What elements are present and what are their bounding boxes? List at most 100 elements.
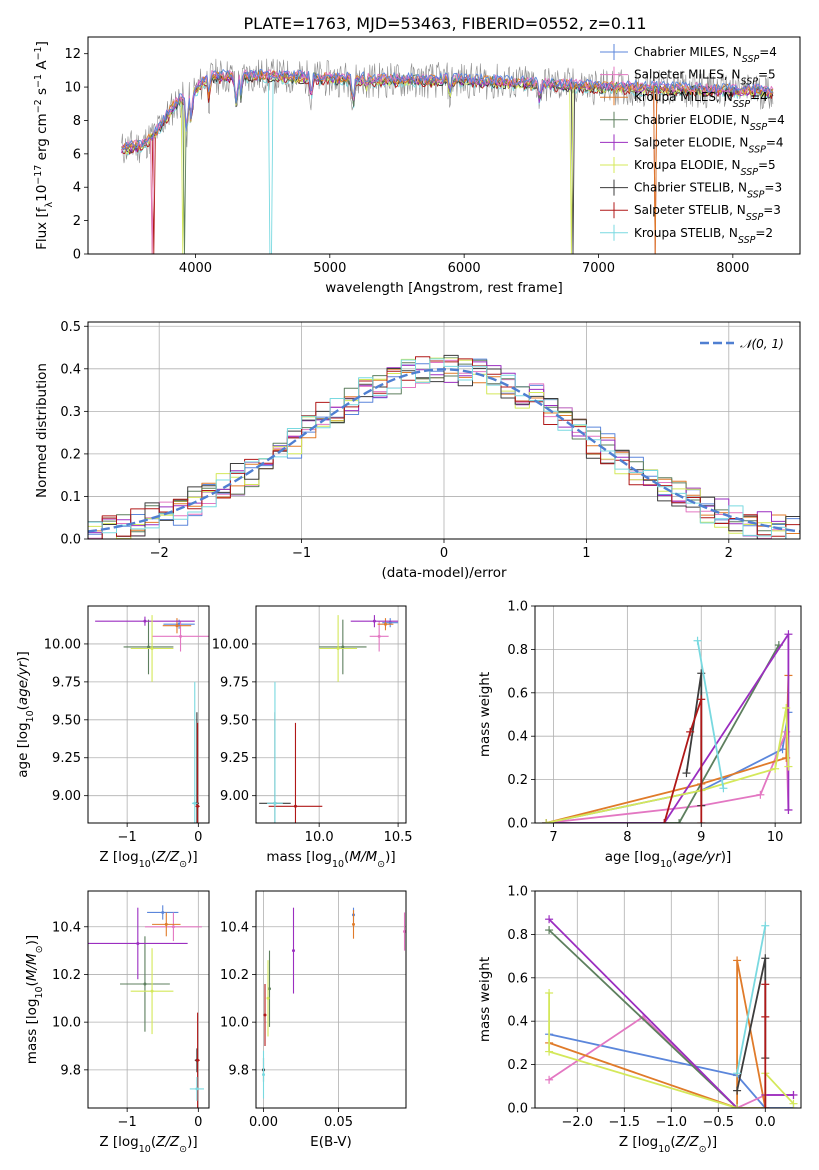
observed-spectrum xyxy=(121,58,774,164)
y-tick-label: 1.0 xyxy=(507,600,528,615)
error-bar-point xyxy=(273,801,277,805)
x-tick-label: 5000 xyxy=(313,261,346,276)
x-tick-label: 0.05 xyxy=(324,1115,353,1130)
weight-series-line xyxy=(696,640,725,789)
label-part: 10 xyxy=(660,859,672,870)
label-part: SSP xyxy=(747,189,765,200)
error-bar-point xyxy=(136,941,140,945)
histogram-legend: 𝒩(0, 1) xyxy=(700,337,784,351)
y-tick-label: 1.0 xyxy=(507,885,528,900)
y-tick-label: 4 xyxy=(73,181,81,196)
label-part: λ xyxy=(44,202,55,208)
label-part: (data-model)/error xyxy=(381,565,507,581)
label-part: 10 xyxy=(139,1144,151,1155)
error-bar-point xyxy=(196,1058,200,1062)
x-axis-label: Z [log10(Z/Z⊙)] xyxy=(99,1134,197,1155)
x-tick-label: −1 xyxy=(292,546,311,561)
x-tick-label: 6000 xyxy=(448,261,481,276)
label-part: =5 xyxy=(758,158,776,172)
label-part: mass [log xyxy=(266,849,332,865)
label-part: mass [log xyxy=(24,999,40,1065)
label-part: =5 xyxy=(758,68,776,82)
label-part: 10 xyxy=(34,185,50,202)
label-part: N xyxy=(733,45,742,59)
error-bar-point xyxy=(352,922,355,926)
label-part: ] xyxy=(34,41,50,46)
label-part: N xyxy=(739,135,748,149)
error-bar-point xyxy=(171,925,175,929)
x-tick-label: −2.0 xyxy=(562,1115,594,1130)
y-tick-label: 0.0 xyxy=(60,533,81,548)
label-part: mass weight xyxy=(477,957,493,1042)
y-tick-label: 9.8 xyxy=(60,1063,81,1078)
x-tick-label: 9 xyxy=(697,830,705,845)
label-part: =4 xyxy=(766,135,784,149)
label-part: SSP xyxy=(741,76,759,87)
axes-frame xyxy=(534,605,802,824)
x-tick-label: 0 xyxy=(440,546,448,561)
x-tick-label: 7 xyxy=(549,830,557,845)
y-tick-label: 9.75 xyxy=(52,675,81,690)
y-tick-label: 10.0 xyxy=(52,1016,81,1031)
error-bar-point xyxy=(147,645,150,649)
x-tick-label: 8000 xyxy=(716,261,749,276)
x-tick-label: −1.0 xyxy=(656,1115,688,1130)
x-tick-label: 0 xyxy=(194,1115,202,1130)
weight-series-line xyxy=(663,698,703,823)
y-tick-label: 0.5 xyxy=(60,320,81,335)
x-tick-label: 10.5 xyxy=(384,830,413,845)
error-bar-point xyxy=(179,634,183,638)
label-part: E(B-V) xyxy=(310,1134,352,1150)
axes-histogram: −2 −1 0 1 2 0.0 0.1 0.2 0.3 0.4 0.5 (data-model)/er… xyxy=(34,320,801,581)
plot-area xyxy=(262,907,406,1099)
label-part: Z [log xyxy=(99,849,138,865)
label-part: A xyxy=(34,60,50,74)
legend-entry: Chabrier ELODIE, NSSP=4 xyxy=(634,113,785,133)
label-part: −1 xyxy=(33,46,44,60)
label-part: SSP xyxy=(750,121,768,132)
y-tick-label: 0.4 xyxy=(60,362,81,377)
label-part: Chabrier MILES, xyxy=(634,45,733,59)
label-part: 10 xyxy=(332,859,344,870)
y-tick-label: 0.2 xyxy=(507,773,528,788)
label-part: )] xyxy=(721,849,732,865)
y-tick-label: 0.2 xyxy=(60,447,81,462)
error-bar-point xyxy=(263,1013,267,1017)
label-part: N xyxy=(724,90,733,104)
label-part: mass weight xyxy=(477,672,493,757)
label-part: Z [log xyxy=(619,1134,658,1150)
plot-area xyxy=(88,905,205,1108)
legend-entry: 𝒩(0, 1) xyxy=(740,337,784,351)
y-axis-label: Flux [fλ10−17 erg cm−2 s−1 A−1] xyxy=(33,41,55,250)
x-axis-label: age [log10(age/yr)] xyxy=(605,849,731,870)
y-axis-label: age [log10(age/yr)] xyxy=(15,651,36,777)
y-tick-label: 0.8 xyxy=(507,928,528,943)
label-part: −1 xyxy=(33,74,44,88)
x-tick-label: 7000 xyxy=(582,261,615,276)
label-part: 10 xyxy=(25,710,36,722)
y-tick-label: 9.00 xyxy=(52,789,81,804)
label-part: SSP xyxy=(746,212,764,223)
label-part: )] xyxy=(187,1134,198,1150)
plots-layer: 4000 5000 6000 7000 8000024681012wavelength … xyxy=(15,36,802,1155)
y-tick-label: 8 xyxy=(73,114,81,129)
x-axis-label: mass [log10(M/M⊙)] xyxy=(266,849,395,870)
label-part: )] xyxy=(15,651,31,662)
normal-curve xyxy=(88,368,800,533)
error-bar-point xyxy=(293,804,297,808)
error-bar-point xyxy=(164,922,168,926)
label-part: SSP xyxy=(741,167,759,178)
x-tick-label: 10 xyxy=(767,830,784,845)
label-part: SSP xyxy=(738,234,756,245)
error-bar-point xyxy=(336,646,340,650)
y-tick-label: 10.0 xyxy=(220,1016,249,1031)
label-part: Chabrier STELIB, xyxy=(634,181,738,195)
label-part: ⊙ xyxy=(179,1144,187,1155)
x-tick-label: −2 xyxy=(150,546,169,561)
error-bar-point xyxy=(266,996,270,1000)
label-part: 10 xyxy=(139,859,151,870)
weight-series-line xyxy=(548,929,738,1108)
y-tick-label: 0.3 xyxy=(60,405,81,420)
y-tick-label: 0.0 xyxy=(507,1102,528,1117)
